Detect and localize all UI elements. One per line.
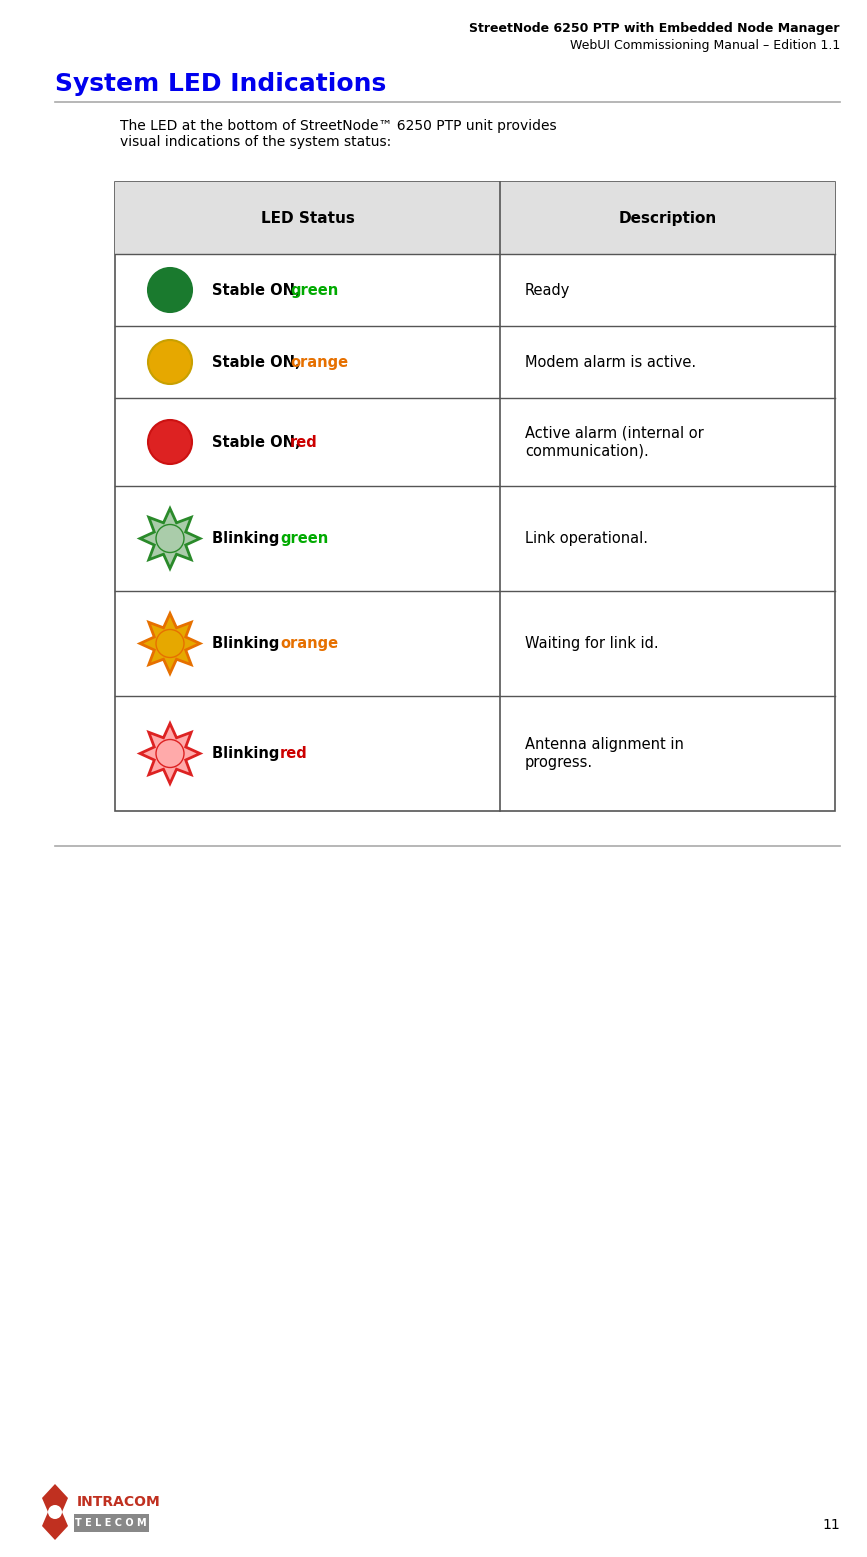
Circle shape	[156, 629, 184, 657]
Circle shape	[148, 420, 192, 464]
Bar	[115, 182, 835, 254]
Circle shape	[148, 268, 192, 311]
Text: Stable ON,: Stable ON,	[212, 434, 306, 450]
Text: StreetNode 6250 PTP with Embedded Node Manager: StreetNode 6250 PTP with Embedded Node M…	[470, 22, 840, 34]
Text: Description: Description	[618, 210, 717, 226]
Text: orange: orange	[280, 635, 338, 651]
Text: green: green	[290, 282, 338, 297]
Circle shape	[148, 339, 192, 385]
Text: System LED Indications: System LED Indications	[55, 72, 387, 97]
Text: Blinking: Blinking	[212, 746, 284, 761]
Polygon shape	[140, 724, 200, 783]
Polygon shape	[140, 509, 200, 568]
Text: Stable ON,: Stable ON,	[212, 355, 306, 369]
Text: The LED at the bottom of StreetNode™ 6250 PTP unit provides
visual indications o: The LED at the bottom of StreetNode™ 625…	[120, 118, 557, 149]
Text: 11: 11	[822, 1518, 840, 1532]
Text: Blinking: Blinking	[212, 635, 284, 651]
Text: INTRACOM: INTRACOM	[77, 1495, 160, 1509]
Bar	[115, 182, 835, 811]
Text: green: green	[280, 531, 329, 547]
Text: Link operational.: Link operational.	[525, 531, 648, 547]
Text: Stable ON,: Stable ON,	[212, 282, 306, 297]
Circle shape	[48, 1506, 62, 1520]
Text: red: red	[290, 434, 317, 450]
Text: red: red	[280, 746, 308, 761]
Text: Ready: Ready	[525, 282, 570, 297]
Circle shape	[156, 525, 184, 553]
Circle shape	[156, 740, 184, 768]
FancyBboxPatch shape	[74, 1513, 149, 1532]
Text: Antenna alignment in
progress.: Antenna alignment in progress.	[525, 738, 684, 769]
Text: Modem alarm is active.: Modem alarm is active.	[525, 355, 696, 369]
Text: Active alarm (internal or
communication).: Active alarm (internal or communication)…	[525, 425, 704, 458]
Polygon shape	[140, 613, 200, 674]
Text: Waiting for link id.: Waiting for link id.	[525, 635, 659, 651]
Text: T E L E C O M: T E L E C O M	[75, 1518, 147, 1527]
Text: WebUI Commissioning Manual – Edition 1.1: WebUI Commissioning Manual – Edition 1.1	[570, 39, 840, 51]
Text: orange: orange	[290, 355, 349, 369]
Text: LED Status: LED Status	[261, 210, 355, 226]
Text: Blinking: Blinking	[212, 531, 284, 547]
Polygon shape	[42, 1484, 68, 1540]
